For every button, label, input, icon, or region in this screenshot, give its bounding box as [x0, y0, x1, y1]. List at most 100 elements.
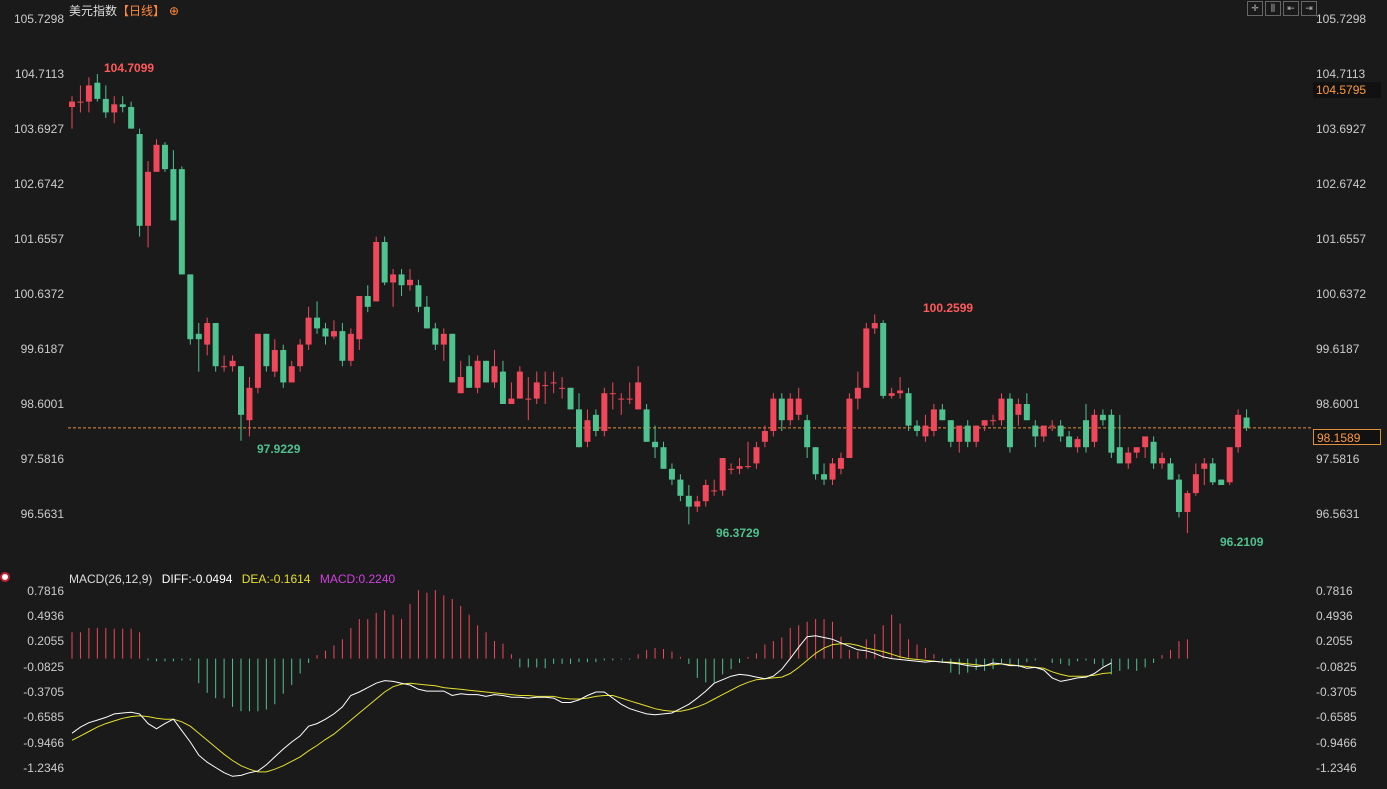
candle-body — [516, 371, 523, 399]
candle-body — [440, 333, 447, 345]
candle-body — [483, 360, 490, 383]
candle-body — [280, 350, 287, 383]
right-axis-tick: 98.6001 — [1316, 397, 1360, 411]
candle-body — [694, 501, 701, 507]
candle-body — [212, 323, 219, 367]
candle-body — [1209, 463, 1216, 483]
macd-right-tick: -0.9466 — [1316, 736, 1357, 750]
candle-body — [314, 317, 321, 329]
candle-body — [736, 466, 743, 469]
next-icon[interactable]: ⇥ — [1301, 1, 1317, 16]
right-axis-tick: 102.6742 — [1316, 177, 1367, 191]
candle-body — [837, 458, 844, 469]
candle-body — [652, 441, 659, 448]
candle-body — [69, 101, 75, 108]
candle-body — [1040, 425, 1047, 437]
macd-legend: MACD(26,12,9) DIFF:-0.0494 DEA:-0.1614 M… — [69, 572, 401, 586]
candle-body — [761, 431, 768, 442]
candle-body — [998, 398, 1005, 421]
candle-body — [356, 296, 363, 340]
diff-line — [71, 635, 1112, 777]
right-axis-tick: 105.7298 — [1316, 12, 1367, 26]
left-axis-tick: 105.7298 — [13, 12, 64, 26]
right-axis-tick: 101.6557 — [1316, 232, 1367, 246]
candle-body — [145, 171, 152, 226]
macd-left-tick: -0.9466 — [23, 736, 64, 750]
candle-body — [677, 479, 684, 496]
macd-name: MACD(26,12,9) — [69, 572, 153, 586]
macd-right-tick: -0.3705 — [1316, 685, 1357, 699]
candle-body — [592, 414, 599, 432]
left-axis-tick: 97.5816 — [20, 452, 64, 466]
candle-body — [601, 393, 608, 432]
crosshair-icon[interactable]: ✛ — [1247, 1, 1263, 16]
period-label[interactable]: 【日线】 — [117, 4, 166, 18]
candle-body — [1150, 441, 1157, 464]
left-axis-tick: 96.5631 — [20, 507, 64, 521]
candle-body — [204, 323, 211, 345]
right-axis-tick: 100.6372 — [1316, 287, 1367, 301]
add-indicator-icon[interactable]: ⊕ — [169, 4, 180, 18]
candle-body — [491, 366, 498, 383]
candle-body — [576, 409, 582, 448]
macd-left-tick: 0.7816 — [27, 584, 64, 598]
candle-body — [1108, 414, 1115, 453]
candle-body — [863, 328, 870, 388]
indicator-settings-icon[interactable] — [0, 572, 10, 582]
candle-body — [305, 317, 312, 345]
candle-body — [559, 387, 566, 389]
bars-icon[interactable]: ⫼ — [1265, 1, 1281, 16]
dea-value: DEA:-0.1614 — [241, 572, 311, 586]
max-price-label: 104.7099 — [104, 61, 155, 75]
candle-body — [829, 463, 836, 480]
candle-body — [271, 350, 278, 372]
min-price-label: 97.9229 — [257, 442, 301, 456]
candle-body — [550, 382, 557, 384]
max-price-label: 100.2599 — [923, 301, 974, 315]
candle-body — [778, 398, 785, 421]
left-axis-tick: 98.6001 — [20, 397, 64, 411]
candle-body — [297, 344, 304, 367]
prev-icon[interactable]: ⇤ — [1283, 1, 1299, 16]
candle-body — [888, 393, 895, 396]
candle-body — [1116, 447, 1123, 464]
macd-left-tick: -0.0825 — [23, 660, 64, 674]
candle-body — [1159, 458, 1166, 464]
candle-body — [981, 420, 988, 426]
candle-body — [1201, 463, 1208, 469]
right-axis-tick: 99.6187 — [1316, 342, 1360, 356]
candle-body — [263, 333, 270, 367]
candle-body — [466, 366, 473, 388]
candle-body — [914, 425, 920, 432]
candle-body — [398, 274, 405, 286]
candle-body — [1015, 404, 1022, 415]
macd-right-tick: 0.4936 — [1316, 609, 1353, 623]
left-axis-tick: 103.6927 — [13, 122, 64, 136]
left-axis-tick: 104.7113 — [14, 67, 64, 81]
candle-body — [170, 169, 177, 221]
candle-body — [1184, 493, 1191, 513]
candle-body — [635, 382, 642, 410]
candle-body — [423, 306, 430, 329]
candle-body — [846, 398, 853, 459]
candle-body — [947, 420, 954, 442]
candle-body — [1142, 436, 1149, 448]
candle-body — [1083, 420, 1089, 448]
candle-body — [804, 420, 811, 448]
candle-body — [119, 104, 126, 108]
candle-body — [322, 328, 329, 337]
macd-right-tick: -0.6585 — [1316, 710, 1357, 724]
candle-body — [990, 420, 997, 422]
candle-body — [1057, 425, 1064, 437]
candle-body — [897, 390, 904, 394]
candle-body — [618, 398, 625, 400]
candle-body — [238, 366, 244, 415]
candle-body — [128, 107, 135, 129]
candle-body — [449, 333, 456, 383]
candle-body — [1133, 447, 1140, 453]
candle-body — [584, 420, 591, 442]
candle-body — [1175, 479, 1182, 513]
candle-body — [330, 331, 337, 337]
candle-body — [407, 279, 413, 286]
